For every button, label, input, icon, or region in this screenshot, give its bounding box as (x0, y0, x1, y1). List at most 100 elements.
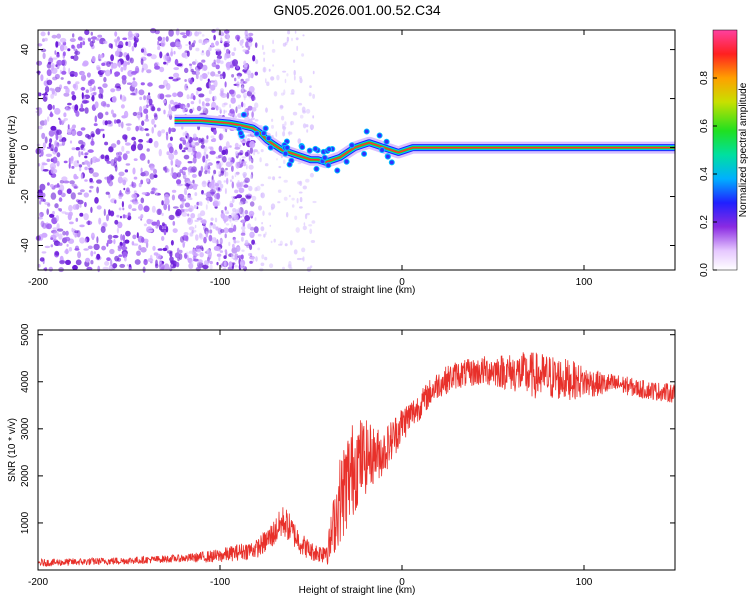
spectral-blob (284, 41, 288, 46)
spectral-blob (50, 148, 54, 151)
spectral-blob (262, 210, 265, 216)
spectral-blob (224, 81, 227, 88)
spectral-blob (68, 247, 73, 252)
spectral-blob (52, 104, 55, 110)
colorbar-gradient (712, 29, 738, 271)
spectral-blob (172, 221, 176, 226)
spectral-blob (241, 156, 246, 159)
spectral-blob (118, 254, 123, 257)
spectral-blob (115, 39, 118, 48)
spectral-blob (190, 152, 194, 156)
spectral-blob (215, 162, 220, 169)
spectral-blob (68, 67, 71, 74)
spectral-blob (62, 180, 70, 184)
spectral-blob (93, 123, 98, 127)
spectral-blob (184, 130, 188, 136)
spectral-blob (43, 198, 46, 203)
spectral-blob (66, 243, 69, 247)
spectral-blob (126, 264, 129, 267)
spectral-blob (46, 79, 53, 86)
y-tick-label: -20 (20, 189, 31, 204)
spectral-blob (79, 237, 86, 244)
spectral-blob (50, 93, 55, 99)
spectral-blob (309, 172, 314, 178)
spectral-blob (68, 162, 71, 169)
spectral-blob (240, 161, 247, 164)
spectral-blob (109, 210, 115, 217)
ridge-blob (312, 145, 319, 152)
spectral-blob (212, 137, 217, 143)
spectral-blob (179, 32, 186, 35)
spectral-blob (176, 247, 180, 254)
spectral-blob (72, 204, 78, 210)
spectral-blob (146, 148, 150, 152)
spectral-blob (87, 220, 91, 226)
spectral-blob (229, 54, 231, 59)
spectral-blob (199, 75, 203, 81)
spectral-blob (174, 252, 181, 259)
spectral-blob (168, 214, 175, 221)
spectral-blob (209, 264, 213, 270)
spectral-blob (141, 192, 148, 195)
spectral-blob (46, 63, 52, 69)
spectral-blob (39, 213, 42, 218)
ridge-blob (325, 162, 332, 169)
spectral-blob (238, 187, 245, 194)
spectral-blob (106, 103, 110, 108)
spectral-blob (48, 130, 55, 137)
spectral-blob (140, 167, 143, 173)
spectral-blob (78, 150, 81, 158)
spectral-blob (72, 55, 79, 61)
spectral-blob (202, 193, 208, 196)
spectral-blob (213, 34, 216, 41)
spectral-blob (84, 179, 88, 182)
spectral-blob (117, 245, 123, 249)
x-tick-label: -200 (28, 577, 48, 588)
spectral-blob (184, 202, 191, 208)
spectral-blob (122, 234, 126, 242)
spectral-blob (131, 208, 137, 212)
spectral-blob (214, 237, 217, 244)
spectral-blob (145, 133, 150, 137)
spectral-blob (94, 158, 101, 163)
spectral-blob (80, 144, 85, 149)
y-tick-label: 2000 (20, 464, 31, 487)
spectral-blob (189, 63, 192, 66)
spectral-blob (154, 65, 161, 70)
spectral-blob (219, 108, 222, 113)
spectral-blob (288, 260, 292, 267)
spectral-blob (58, 242, 63, 246)
spectral-blob (249, 260, 253, 264)
ridge-blob (388, 159, 395, 166)
spectral-blob (235, 240, 240, 244)
spectral-blob (238, 201, 244, 206)
spectral-blob (245, 195, 252, 200)
spectral-blob (293, 249, 298, 255)
spectral-blob (219, 60, 224, 65)
spectral-blob (192, 107, 195, 111)
spectral-blob (74, 230, 79, 234)
spectral-blob (118, 207, 122, 211)
spectral-blob (243, 64, 248, 71)
spectral-blob (286, 73, 289, 77)
spectral-blob (217, 200, 221, 206)
spectral-blob (249, 232, 254, 236)
spectral-blob (140, 48, 145, 53)
spectral-blob (241, 45, 244, 49)
spectral-blob (206, 135, 209, 140)
spectral-blob (309, 85, 312, 88)
spectral-blob (119, 215, 123, 219)
spectral-blob (257, 247, 261, 251)
spectral-blob (56, 129, 62, 135)
spectral-blob (227, 37, 230, 43)
spectral-blob (188, 262, 194, 269)
spectral-blob (232, 197, 235, 204)
spectral-blob (77, 199, 84, 205)
spectral-blob (110, 109, 114, 115)
spectral-blob (148, 98, 153, 106)
spectral-blob (229, 108, 235, 114)
spectral-blob (61, 60, 66, 65)
spectral-blob (95, 128, 101, 135)
spectral-blob (292, 111, 298, 116)
spectral-blob (161, 200, 164, 206)
